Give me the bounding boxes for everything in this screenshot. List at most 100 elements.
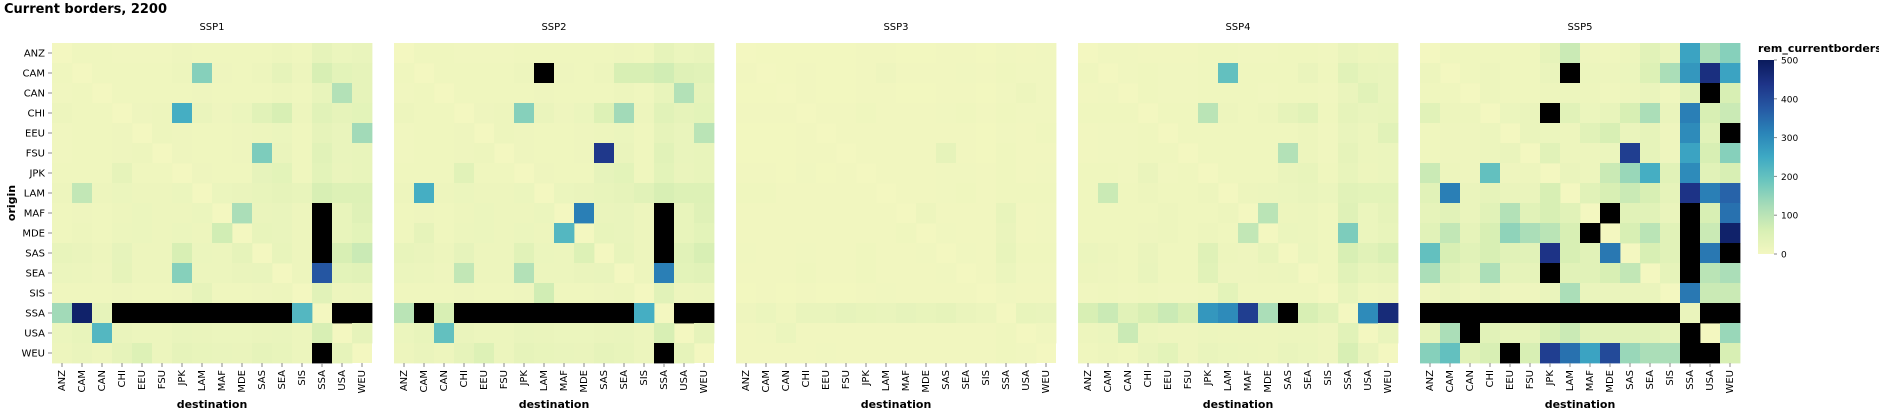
heatmap-cell: CAN → JPK: 4 [856, 83, 877, 104]
heatmap-cell: SEA → JPK: 10 [856, 263, 877, 284]
heatmap-cell: MDE → SAS: 60 [1620, 223, 1641, 244]
heatmap-cell: ANZ → CAN: 8 [434, 43, 455, 64]
heatmap-cell: SEA → JPK: 160 [172, 263, 193, 284]
heatmap-cell: LAM → CHI: 18 [454, 183, 475, 204]
legend-tick-label: 300 [1781, 134, 1798, 144]
heatmap-cell: SSA → WEU: 22 [1036, 303, 1057, 324]
heatmap-cell: SAS → MAF: 40 [1580, 243, 1601, 264]
x-tick-label: LAM [539, 370, 550, 391]
heatmap-cell: SSA → SAS: 999 [252, 303, 273, 324]
heatmap-cell: CHI → SAS: 6 [936, 103, 957, 124]
heatmap-cell: ANZ → LAM: 10 [534, 43, 555, 64]
heatmap-cell: CHI → SAS: 50 [594, 103, 615, 124]
heatmap-cell: SEA → SSA: 999 [1680, 263, 1701, 284]
heatmap-cell: JPK → USA: 5 [1016, 163, 1037, 184]
x-tick-label: USA [337, 370, 348, 391]
x-axis-label: destination [861, 398, 932, 411]
heatmap-cell: EEU → CHI: 12 [454, 123, 475, 144]
heatmap-cell: MDE → SEA: 16 [1298, 223, 1319, 244]
heatmap-cell: CAN → SAS: 14 [1620, 83, 1641, 104]
heatmap-cell: JPK → SAS: 28 [252, 163, 273, 184]
heatmap-cell: MAF → USA: 25 [332, 203, 353, 224]
heatmap-cell: MDE → CAM: 90 [1440, 223, 1461, 244]
heatmap-cell: MDE → CAN: 4 [776, 223, 797, 244]
heatmap-cell: MAF → CAM: 4 [756, 203, 777, 224]
heatmap-cell: USA → LAM: 20 [534, 323, 555, 344]
heatmap-cell: LAM → CAM: 320 [1440, 183, 1461, 204]
panel-title: SSP3 [883, 22, 908, 33]
heatmap-cell: WEU → CAM: 200 [1440, 343, 1461, 364]
heatmap-cell: SAS → WEU: 60 [694, 243, 715, 264]
x-tick-label: ANZ [1425, 370, 1436, 391]
heatmap-cell: MAF → ANZ: 4 [736, 203, 757, 224]
heatmap-cell: MAF → CHI: 14 [454, 203, 475, 224]
heatmap-cell: CAM → CHI: 4 [796, 63, 817, 84]
heatmap-cell: EEU → CHI: 12 [112, 123, 133, 144]
heatmap-cell: EEU → SIS: 3 [976, 123, 997, 144]
heatmap-cell: JPK → CAM: 14 [1440, 163, 1461, 184]
heatmap-cell: WEU → USA: 22 [1358, 343, 1379, 364]
heatmap-cell: SAS → SSA: 25 [996, 243, 1017, 264]
heatmap-cell: LAM → ANZ: 40 [1420, 183, 1441, 204]
y-axis-label: origin [5, 185, 18, 221]
heatmap-cell: CAN → CAM: 10 [1440, 83, 1461, 104]
heatmap-cell: SIS → CAM: 8 [1098, 283, 1119, 304]
heatmap-cell: CAM → USA: 6 [1016, 63, 1037, 84]
heatmap-cell: ANZ → USA: 5 [1016, 43, 1037, 64]
heatmap-cell: JPK → SSA: 300 [1680, 163, 1701, 184]
heatmap-cell: SAS → WEU: 80 [352, 243, 373, 264]
heatmap-cell: CAM → CHI: 10 [454, 63, 475, 84]
heatmap-cell: JPK → SEA: 240 [1640, 163, 1661, 184]
heatmap-cell: SIS → CAN: 6 [1118, 283, 1139, 304]
heatmap-cell: CHI → LAM: 5 [876, 103, 897, 124]
heatmap-cell: LAM → SAS: 24 [594, 183, 615, 204]
heatmap-cell: FSU → MAF: 10 [212, 143, 233, 164]
heatmap-cell: WEU → SIS: 16 [634, 343, 655, 364]
heatmap-cell: EEU → SEA: 18 [272, 123, 293, 144]
heatmap-cell: JPK → CAN: 8 [434, 163, 455, 184]
heatmap-cell: USA → LAM: 14 [1218, 323, 1239, 344]
heatmap-cell: WEU → LAM: 25 [192, 343, 213, 364]
heatmap-cell: EEU → SSA: 22 [1338, 123, 1359, 144]
heatmap-cell: LAM → SEA: 60 [1640, 183, 1661, 204]
heatmap-cell: SEA → MAF: 40 [1580, 263, 1601, 284]
heatmap-cell: LAM → MAF: 40 [1580, 183, 1601, 204]
y-tick-label: USA [24, 329, 45, 340]
heatmap-cell: MDE → ANZ: 10 [52, 223, 73, 244]
heatmap-cell: SSA → EEU: 999 [1500, 303, 1521, 324]
heatmap-cell: SEA → EEU: 10 [1158, 263, 1179, 284]
heatmap-cell: SIS → SSA: 40 [654, 283, 675, 304]
heatmap-cell: MDE → CHI: 16 [454, 223, 475, 244]
heatmap-cell: CAM → ANZ: 4 [736, 63, 757, 84]
heatmap-cell: FSU → CHI: 4 [796, 143, 817, 164]
heatmap-cell: SAS → EEU: 14 [132, 243, 153, 264]
x-tick-label: CHI [459, 370, 470, 387]
heatmap-cell: USA → FSU: 4 [836, 323, 857, 344]
heatmap-cell: EEU → LAM: 4 [876, 123, 897, 144]
heatmap-cell: JPK → CAN: 8 [92, 163, 113, 184]
heatmap-cell: CHI → MDE: 18 [232, 103, 253, 124]
heatmap-cell: USA → MAF: 5 [896, 323, 917, 344]
heatmap-cell: EEU → SSA: 30 [312, 123, 333, 144]
heatmap-cell: CAN → LAM: 12 [534, 83, 555, 104]
heatmap-cell: SAS → CHI: 60 [1480, 243, 1501, 264]
x-tick-label: WEU [1725, 370, 1736, 394]
heatmap-cell: CAN → SSA: 40 [1680, 83, 1701, 104]
heatmap-cell: MAF → FSU: 4 [836, 203, 857, 224]
heatmap-cell: USA → SIS: 4 [976, 323, 997, 344]
heatmap-cell: MDE → SIS: 14 [634, 223, 655, 244]
heatmap-cell: SSA → SSA: 20 [1680, 303, 1701, 324]
heatmap-cell: SAS → USA: 40 [1358, 243, 1379, 264]
heatmap-cell: FSU → EEU: 20 [1500, 143, 1521, 164]
heatmap-cell: SAS → SSA: 999 [1680, 243, 1701, 264]
heatmap-cell: SIS → FSU: 8 [494, 283, 515, 304]
heatmap-cell: MDE → WEU: 35 [694, 223, 715, 244]
heatmap-cell: WEU → SIS: 120 [1660, 343, 1681, 364]
heatmap-cell: SAS → SEA: 6 [956, 243, 977, 264]
heatmap-cell: JPK → WEU: 6 [1036, 163, 1057, 184]
heatmap-cell: WEU → SSA: 10 [996, 343, 1017, 364]
heatmap-cell: WEU → CAM: 5 [756, 343, 777, 364]
heatmap-cell: ANZ → MDE: 6 [1258, 43, 1279, 64]
heatmap-cell: SAS → LAM: 5 [876, 243, 897, 264]
